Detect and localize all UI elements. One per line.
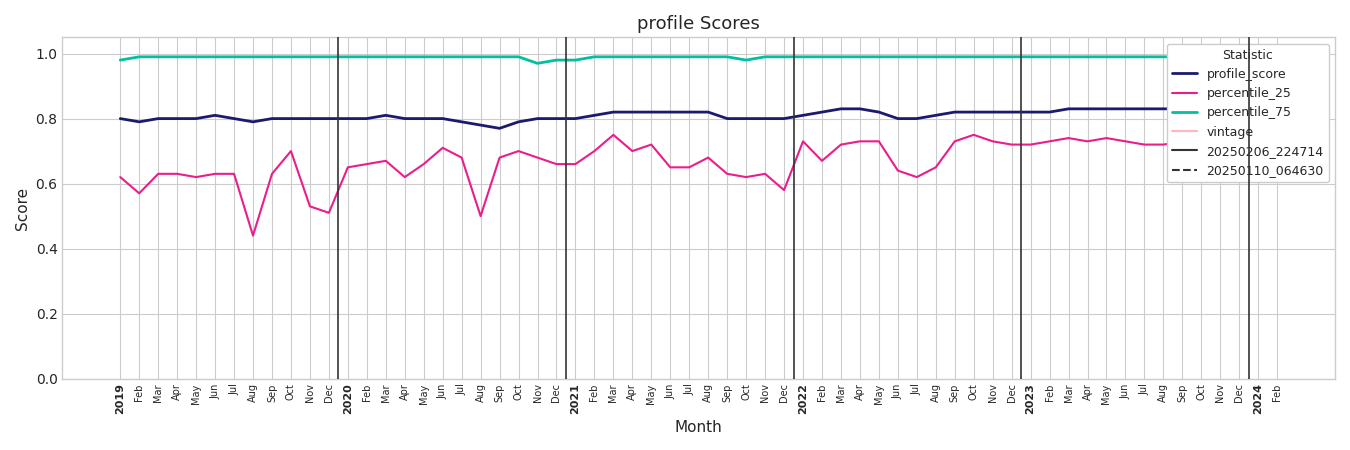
Title: profile Scores: profile Scores: [637, 15, 760, 33]
Y-axis label: Score: Score: [15, 186, 30, 230]
X-axis label: Month: Month: [675, 420, 722, 435]
Legend: profile_score, percentile_25, percentile_75, vintage, 20250206_224714, 20250110_: profile_score, percentile_25, percentile…: [1166, 44, 1328, 182]
